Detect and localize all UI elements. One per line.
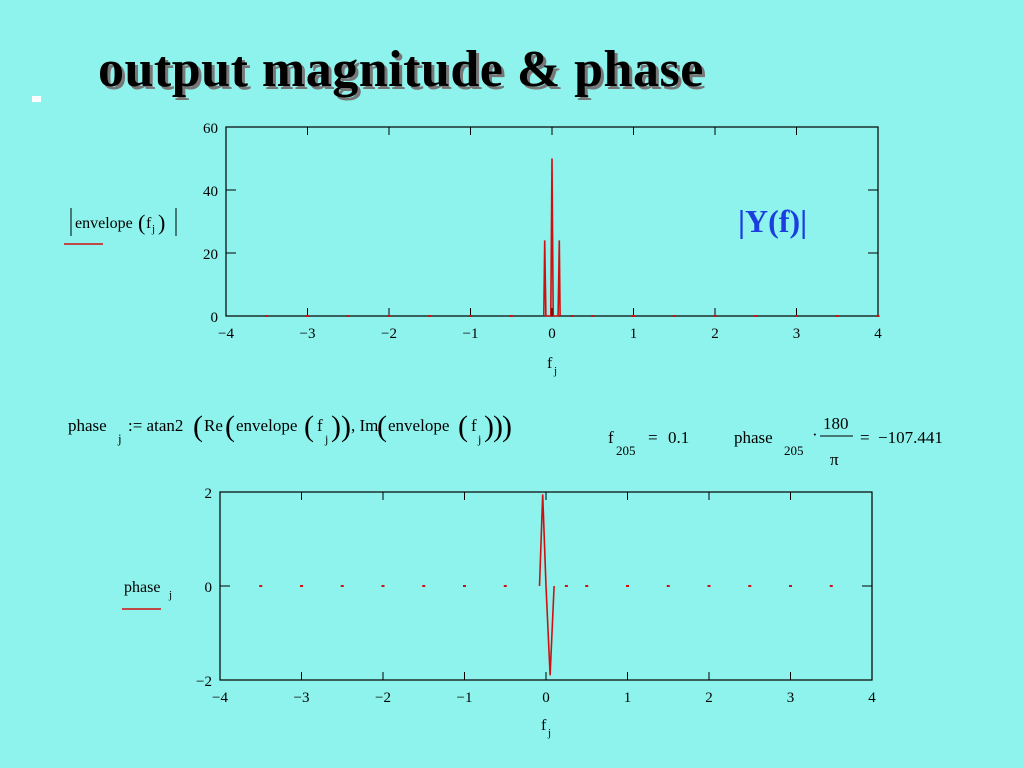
eval-phase-numerator: 180 (823, 414, 849, 433)
svg-text:): ) (341, 410, 351, 443)
chart2-ytick-label: −2 (196, 674, 212, 690)
chart2-xtick-label: −4 (212, 690, 228, 706)
bullet-marker (32, 96, 41, 102)
eval-phase205: phase 205 · 180 π = −107.441 (734, 414, 943, 469)
svg-text:): ) (484, 410, 494, 443)
svg-text:envelope: envelope (236, 416, 297, 435)
svg-text:): ) (493, 410, 503, 443)
svg-text:Re: Re (204, 416, 223, 435)
slide-title: output magnitude & phase (98, 41, 704, 98)
chart2-ytick-label: 2 (205, 486, 213, 502)
chart2-series-line (538, 494, 555, 676)
chart2-xtick-label: 3 (787, 690, 795, 706)
svg-text:205: 205 (616, 443, 636, 458)
svg-text:j: j (477, 432, 481, 446)
chart2-ytick-label: 0 (205, 580, 213, 596)
chart2-xtick-label: 2 (705, 690, 713, 706)
svg-text:f: f (317, 416, 323, 435)
eval-f205: f 205 = 0.1 (608, 428, 689, 458)
svg-text:phase: phase (124, 579, 160, 596)
svg-text:, Im: , Im (351, 416, 378, 435)
eval-phase-denominator: π (830, 450, 839, 469)
chart2-xlabel: f j (541, 717, 551, 739)
chart1-xtick-label: 0 (548, 326, 556, 342)
chart1-xtick-label: −1 (463, 326, 479, 342)
chart2: −4 −3 −2 −1 0 1 2 3 4 −2 0 2 (196, 486, 876, 706)
svg-text:j: j (117, 431, 122, 446)
svg-text::= atan2: := atan2 (128, 416, 183, 435)
svg-text:j: j (168, 589, 172, 601)
svg-text:205: 205 (784, 443, 804, 458)
svg-text:(: ( (377, 410, 387, 443)
chart1-xtick-label: 2 (711, 326, 719, 342)
svg-text:f: f (547, 355, 553, 372)
chart2-xtick-label: 0 (542, 690, 550, 706)
svg-text:j: j (553, 365, 557, 377)
svg-text:(: ( (225, 410, 235, 443)
chart1-xtick-label: −3 (300, 326, 316, 342)
eval-f205-value: 0.1 (668, 428, 689, 447)
svg-text:=: = (860, 428, 870, 447)
chart1-ytick-label: 20 (203, 247, 218, 263)
chart2-xtick-label: −3 (294, 690, 310, 706)
svg-text:): ) (331, 410, 341, 443)
chart1-xtick-label: 4 (874, 326, 882, 342)
svg-text:envelope: envelope (75, 215, 133, 232)
chart1-ytick-label: 0 (211, 310, 219, 326)
svg-text:envelope: envelope (388, 416, 449, 435)
svg-text:·: · (812, 425, 818, 444)
svg-text:j: j (324, 432, 328, 446)
chart1-ylabel: envelope ( f j ) (64, 208, 177, 245)
svg-text:f: f (146, 215, 152, 232)
svg-text:phase: phase (68, 416, 107, 435)
svg-text:): ) (158, 210, 165, 235)
svg-text:(: ( (304, 410, 314, 443)
svg-text:(: ( (458, 410, 468, 443)
svg-text:(: ( (193, 410, 203, 443)
svg-text:f: f (471, 416, 477, 435)
chart1-series-line (543, 158, 561, 317)
chart2-xtick-label: 1 (624, 690, 632, 706)
chart1-annotation: |Y(f)| (738, 203, 807, 239)
svg-text:f: f (541, 717, 547, 734)
chart1-xtick-label: −2 (381, 326, 397, 342)
chart2-ylabel: phase j (122, 579, 172, 610)
chart2-xtick-label: −2 (375, 690, 391, 706)
chart2-xtick-label: 4 (868, 690, 876, 706)
chart1-ytick-label: 40 (203, 184, 218, 200)
phase-assignment: phase j := atan2 ( Re ( envelope ( f j )… (68, 410, 512, 446)
chart2-xtick-label: −1 (457, 690, 473, 706)
eval-phase-value: −107.441 (878, 428, 943, 447)
svg-text:f: f (608, 428, 614, 447)
svg-text:): ) (502, 410, 512, 443)
svg-text:j: j (547, 727, 551, 739)
svg-text:=: = (648, 428, 658, 447)
chart1-xtick-label: −4 (218, 326, 234, 342)
svg-text:(: ( (138, 210, 145, 235)
chart1-xlabel: f j (547, 355, 557, 377)
chart1-xtick-label: 1 (630, 326, 638, 342)
chart1-ytick-label: 60 (203, 121, 218, 137)
svg-text:phase: phase (734, 428, 773, 447)
svg-text:j: j (151, 223, 155, 235)
chart1-xtick-label: 3 (793, 326, 801, 342)
